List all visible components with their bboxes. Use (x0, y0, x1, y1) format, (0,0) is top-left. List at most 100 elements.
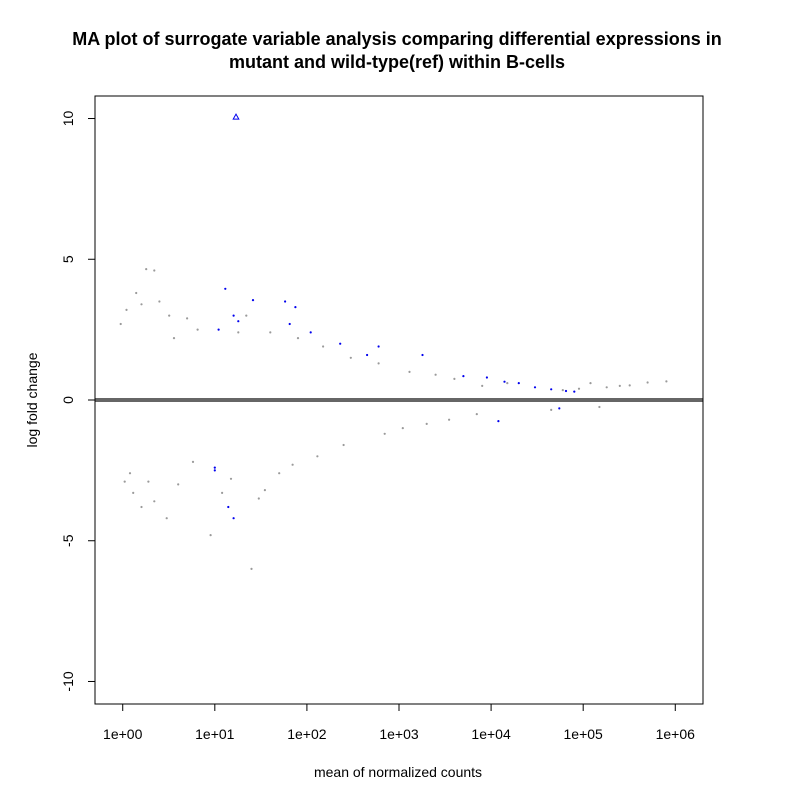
not_significant-point (145, 268, 148, 271)
significant-point (485, 376, 488, 379)
not_significant-point (349, 356, 352, 359)
not_significant-point (263, 489, 266, 492)
significant-point (232, 517, 235, 520)
not_significant-point (550, 408, 553, 411)
y-tick-label: 10 (60, 111, 76, 127)
x-tick-label: 1e+02 (287, 726, 327, 742)
significant-point (213, 469, 216, 472)
not_significant-point (296, 337, 300, 340)
not_significant-point (229, 477, 233, 480)
chart-title: MA plot of surrogate variable analysis c… (72, 29, 722, 72)
significant-point (497, 420, 500, 423)
not_significant-point (408, 370, 411, 373)
not_significant-point (153, 500, 156, 503)
not_significant-point (598, 405, 601, 409)
significant-point (227, 505, 230, 509)
x-tick-label: 1e+01 (195, 726, 235, 742)
not_significant-point (577, 387, 581, 390)
not_significant-point (291, 463, 294, 466)
significant-point (558, 407, 561, 410)
chart-title-line-2: mutant and wild-type(ref) within B-cells (229, 52, 565, 72)
significant-point (462, 375, 465, 378)
y-tick-label: -5 (60, 534, 76, 547)
x-tick-label: 1e+06 (656, 726, 696, 742)
not_significant-point (383, 432, 386, 435)
not_significant-point (665, 380, 668, 383)
not_significant-point (250, 567, 253, 571)
not_significant-point (605, 386, 608, 389)
significant-point (573, 390, 576, 393)
scatter-points (119, 113, 668, 571)
x-tick-label: 1e+05 (564, 726, 604, 742)
significant-point (237, 320, 240, 323)
not_significant-point (434, 373, 437, 376)
not_significant-point (147, 480, 150, 483)
significant-point (533, 386, 537, 389)
significant-point (232, 113, 240, 120)
significant-point (564, 389, 568, 393)
y-tick-label: 5 (60, 255, 76, 263)
not_significant-point (401, 427, 404, 430)
not_significant-point (448, 418, 451, 421)
significant-point (294, 306, 297, 309)
not_significant-point (140, 303, 143, 306)
not_significant-point (158, 300, 161, 303)
not_significant-point (245, 314, 248, 317)
not_significant-point (377, 362, 380, 365)
not_significant-point (425, 422, 428, 425)
x-tick-label: 1e+04 (471, 726, 511, 742)
not_significant-point (165, 517, 168, 520)
y-tick-label: -10 (60, 671, 76, 691)
x-tick-label: 1e+00 (103, 726, 143, 742)
not_significant-point (186, 317, 189, 320)
not_significant-point (269, 331, 272, 334)
not_significant-point (119, 322, 122, 326)
chart-title-line-1: MA plot of surrogate variable analysis c… (72, 29, 722, 49)
significant-point (217, 328, 220, 331)
not_significant-point (132, 491, 135, 494)
not_significant-point (342, 443, 345, 447)
significant-point (421, 353, 424, 357)
not_significant-point (453, 377, 456, 380)
significant-point (224, 287, 227, 290)
significant-point (232, 314, 235, 317)
not_significant-point (257, 497, 260, 500)
significant-point (309, 331, 312, 334)
significant-point (251, 299, 255, 302)
x-axis-label: mean of normalized counts (314, 764, 482, 780)
significant-point (366, 353, 369, 357)
not_significant-point (646, 381, 649, 384)
not_significant-point (316, 455, 319, 458)
significant-point (517, 382, 520, 385)
not_significant-point (196, 328, 199, 331)
not_significant-point (191, 460, 195, 463)
not_significant-point (128, 472, 132, 475)
not_significant-point (125, 308, 128, 311)
not_significant-point (322, 345, 325, 348)
significant-point (503, 380, 506, 383)
x-tick-label: 1e+03 (379, 726, 419, 742)
not_significant-point (209, 534, 212, 537)
significant-point (288, 322, 291, 326)
not_significant-point (506, 382, 509, 385)
significant-point (284, 300, 287, 303)
y-axis-label: log fold change (24, 352, 40, 447)
significant-point (550, 388, 553, 391)
significant-point (377, 345, 380, 348)
not_significant-point (618, 384, 621, 387)
not_significant-point (153, 269, 156, 272)
significant-point (339, 342, 342, 345)
not_significant-point (628, 384, 631, 387)
not_significant-point (475, 413, 478, 416)
not_significant-point (135, 291, 138, 295)
not_significant-point (221, 491, 224, 494)
not_significant-point (237, 331, 240, 334)
not_significant-point (140, 505, 143, 509)
not_significant-point (172, 337, 176, 340)
not_significant-point (481, 384, 484, 387)
not_significant-point (589, 382, 592, 385)
not_significant-point (168, 314, 171, 317)
not_significant-point (278, 472, 281, 475)
